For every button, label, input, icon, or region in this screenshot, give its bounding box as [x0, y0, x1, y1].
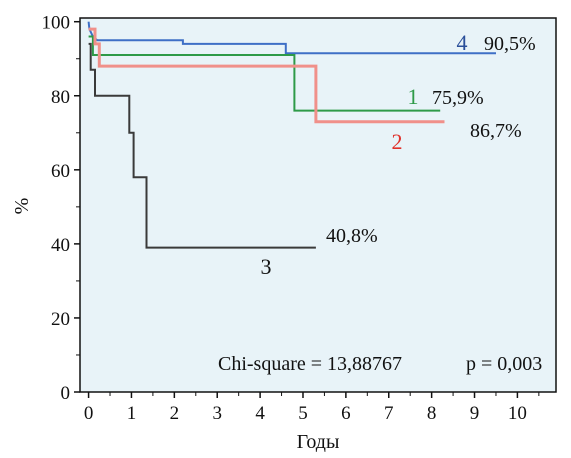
x-tick-label: 9	[470, 403, 480, 424]
x-axis-title: Годы	[297, 431, 340, 453]
series-end-label-4: 90,5%	[484, 33, 536, 55]
x-tick-label: 8	[427, 403, 437, 424]
series-number-4: 4	[457, 30, 468, 55]
x-tick-label: 7	[384, 403, 394, 424]
x-axis: 0 1 2 3 4 5 6 7 8 9 10	[84, 392, 540, 424]
series-end-label-2: 86,7%	[470, 120, 522, 142]
series-end-label-1: 75,9%	[432, 87, 484, 109]
y-tick-label: 100	[42, 13, 71, 34]
y-tick-label: 40	[51, 235, 70, 256]
series-line-3	[88, 42, 316, 249]
series-layer	[87, 21, 496, 249]
x-tick-label: 5	[298, 403, 308, 424]
x-tick-label: 6	[341, 403, 351, 424]
y-tick-label: 80	[51, 87, 70, 108]
x-tick-label: 0	[84, 403, 94, 424]
x-tick-label: 3	[212, 403, 222, 424]
y-axis-title: %	[11, 198, 33, 215]
series-end-label-3: 40,8%	[326, 225, 378, 247]
x-tick-label: 10	[508, 403, 527, 424]
series-number-1: 1	[408, 84, 419, 109]
labels-layer: 4 90,5% 1 75,9% 2 86,7% 3 40,8%	[261, 30, 536, 279]
y-tick-label: 0	[61, 383, 71, 404]
x-tick-label: 4	[255, 403, 265, 424]
plot-frame	[79, 17, 557, 393]
plot-background	[80, 18, 556, 392]
series-number-2: 2	[392, 129, 403, 154]
x-tick-label: 2	[170, 403, 180, 424]
y-axis: 0 20 40 60 80 100	[42, 13, 80, 404]
x-tick-label: 1	[127, 403, 137, 424]
chi-square-annotation: Chi-square = 13,88767	[218, 353, 402, 375]
p-value-annotation: p = 0,003	[466, 353, 542, 375]
y-tick-label: 60	[51, 161, 70, 182]
series-number-3: 3	[261, 254, 272, 279]
y-tick-label: 20	[51, 309, 70, 330]
series-line-4	[87, 21, 496, 55]
series-line-2	[88, 27, 445, 124]
series-line-1	[88, 35, 441, 112]
